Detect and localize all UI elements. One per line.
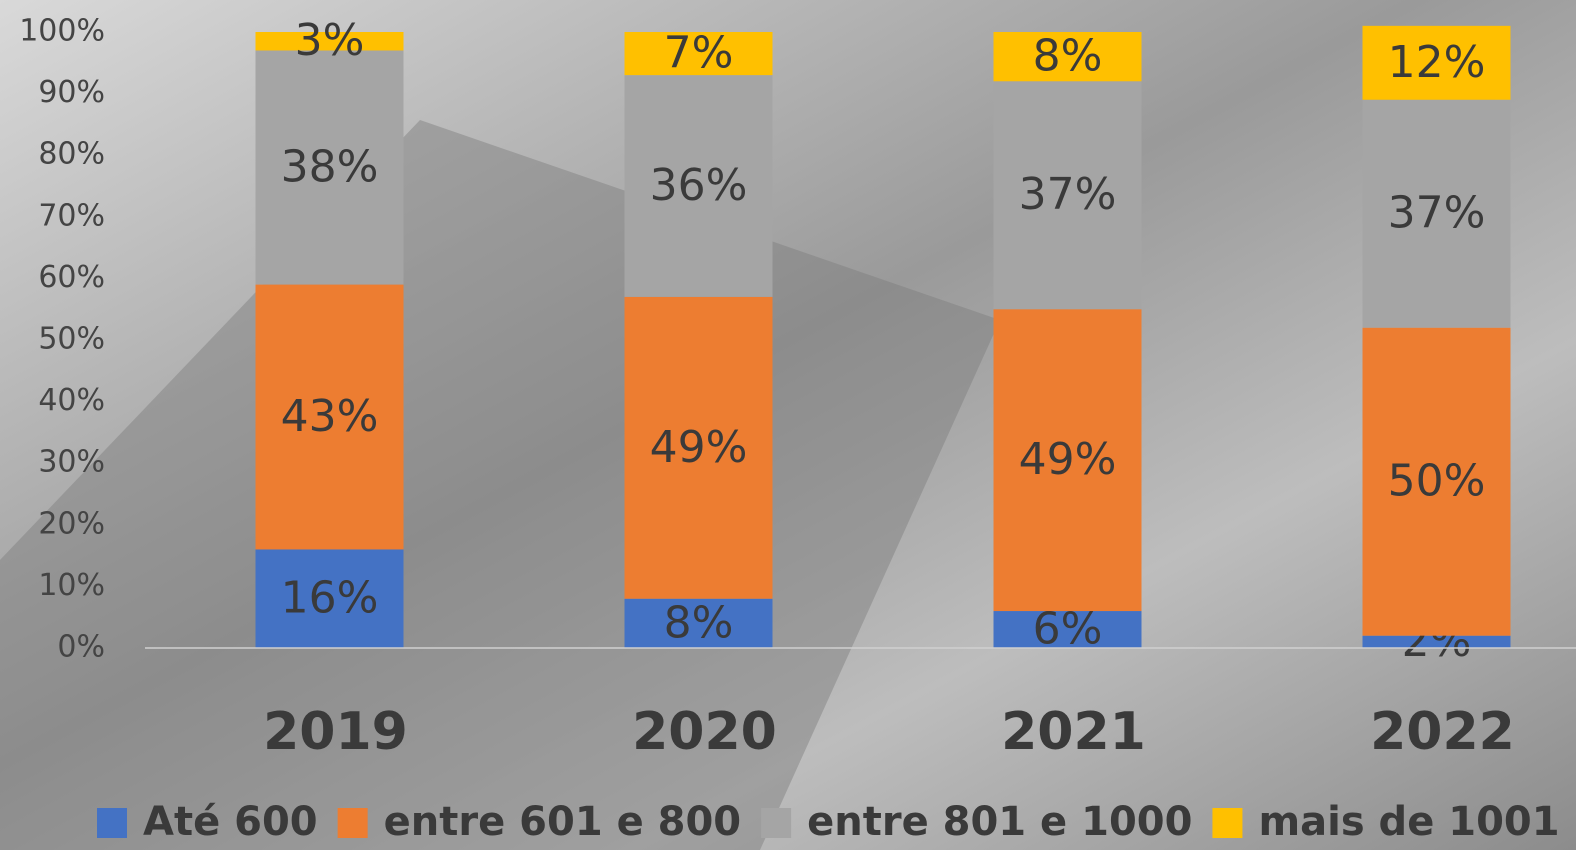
bar-segment xyxy=(624,32,773,76)
data-label: 49% xyxy=(1019,434,1117,485)
legend-label: Até 600 xyxy=(143,799,318,845)
bar-segment xyxy=(624,296,773,599)
bar-segment xyxy=(1362,99,1511,328)
data-label: 6% xyxy=(1033,604,1103,655)
data-label: 36% xyxy=(650,160,748,211)
data-label: 16% xyxy=(281,573,379,624)
data-label: 38% xyxy=(281,142,379,193)
legend-swatch xyxy=(337,808,368,838)
y-tick-label: 80% xyxy=(38,137,105,172)
y-tick-label: 10% xyxy=(38,568,105,603)
data-label: 49% xyxy=(650,422,748,473)
data-label: 37% xyxy=(1388,188,1486,239)
data-label: 12% xyxy=(1388,37,1486,88)
bar-segment xyxy=(255,549,404,648)
bar-segment xyxy=(993,611,1142,648)
legend-label: mais de 1001 xyxy=(1258,799,1559,845)
bar-segment xyxy=(993,32,1142,82)
bar-segment xyxy=(1362,635,1511,648)
y-tick-label: 70% xyxy=(38,198,105,233)
legend-swatch xyxy=(761,808,792,838)
bar-segment xyxy=(255,284,404,550)
bar-segment xyxy=(993,309,1142,612)
bar-segment xyxy=(624,75,773,297)
y-tick-label: 50% xyxy=(38,322,105,357)
data-label: 8% xyxy=(664,597,734,648)
data-label: 7% xyxy=(664,28,734,79)
y-tick-label: 100% xyxy=(19,14,105,49)
y-tick-label: 30% xyxy=(38,445,105,480)
data-label: 8% xyxy=(1033,31,1103,82)
data-label: 3% xyxy=(295,15,365,66)
y-tick-label: 40% xyxy=(38,383,105,418)
y-tick-label: 60% xyxy=(38,260,105,295)
legend-swatch xyxy=(97,808,127,838)
x-tick-label: 2020 xyxy=(632,702,777,762)
bar-segment xyxy=(993,81,1142,310)
y-tick-label: 90% xyxy=(38,75,105,110)
data-label: 43% xyxy=(281,391,379,442)
legend-swatch xyxy=(1212,808,1243,838)
x-tick-label: 2022 xyxy=(1370,702,1515,762)
y-tick-label: 20% xyxy=(38,506,105,541)
bar-segment xyxy=(255,32,404,51)
bar-segment xyxy=(1362,25,1511,100)
x-tick-label: 2019 xyxy=(263,702,408,762)
data-label: 50% xyxy=(1388,456,1486,507)
legend-label: entre 801 e 1000 xyxy=(807,799,1192,845)
legend-label: entre 601 e 800 xyxy=(384,799,741,845)
data-label: 37% xyxy=(1019,169,1117,220)
y-tick-label: 0% xyxy=(57,630,105,665)
bar-segment xyxy=(255,50,404,285)
bar-segment xyxy=(1362,327,1511,636)
x-tick-label: 2021 xyxy=(1001,702,1146,762)
bar-segment xyxy=(624,598,773,648)
